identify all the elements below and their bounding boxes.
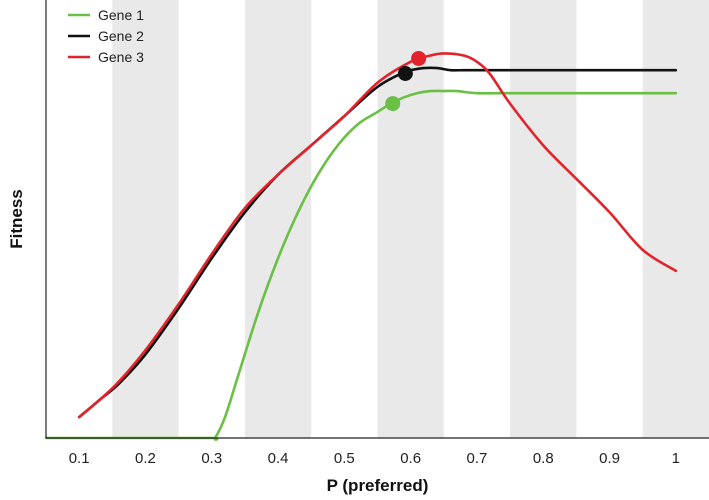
x-tick-labels: 0.1 0.2 0.3 0.4 0.5 0.6 0.7 0.8 0.9 1 [69, 450, 680, 467]
background-band [377, 0, 444, 438]
x-tick-label: 0.7 [467, 450, 488, 467]
series-line-2 [77, 66, 678, 419]
x-tick-label: 0.1 [69, 450, 90, 467]
background-band [642, 0, 709, 438]
axes [45, 0, 709, 439]
series-lines [44, 52, 678, 441]
y-axis-title: Fitness [7, 189, 26, 249]
legend-label: Gene 3 [98, 49, 144, 65]
x-tick-label: 0.6 [400, 450, 421, 467]
legend-label: Gene 1 [98, 7, 144, 23]
x-tick-label: 0.3 [201, 450, 222, 467]
x-tick-label: 0.5 [334, 450, 355, 467]
background-bands [112, 0, 709, 438]
legend-label: Gene 2 [98, 28, 144, 44]
x-tick-label: 1 [672, 450, 680, 467]
background-band [112, 0, 179, 438]
x-tick-label: 0.2 [135, 450, 156, 467]
series-marker-3 [411, 50, 427, 66]
legend: Gene 1 Gene 2 Gene 3 [68, 7, 144, 65]
x-axis-title: P (preferred) [327, 476, 429, 495]
series-line-1 [44, 89, 678, 441]
x-tick-label: 0.9 [599, 450, 620, 467]
series-markers [385, 50, 427, 112]
background-band [510, 0, 577, 438]
background-band [244, 0, 312, 438]
x-tick-label: 0.8 [533, 450, 554, 467]
series-line-3 [77, 52, 678, 419]
series-marker-2 [397, 66, 413, 82]
x-tick-label: 0.4 [268, 450, 289, 467]
series-marker-1 [385, 96, 401, 112]
